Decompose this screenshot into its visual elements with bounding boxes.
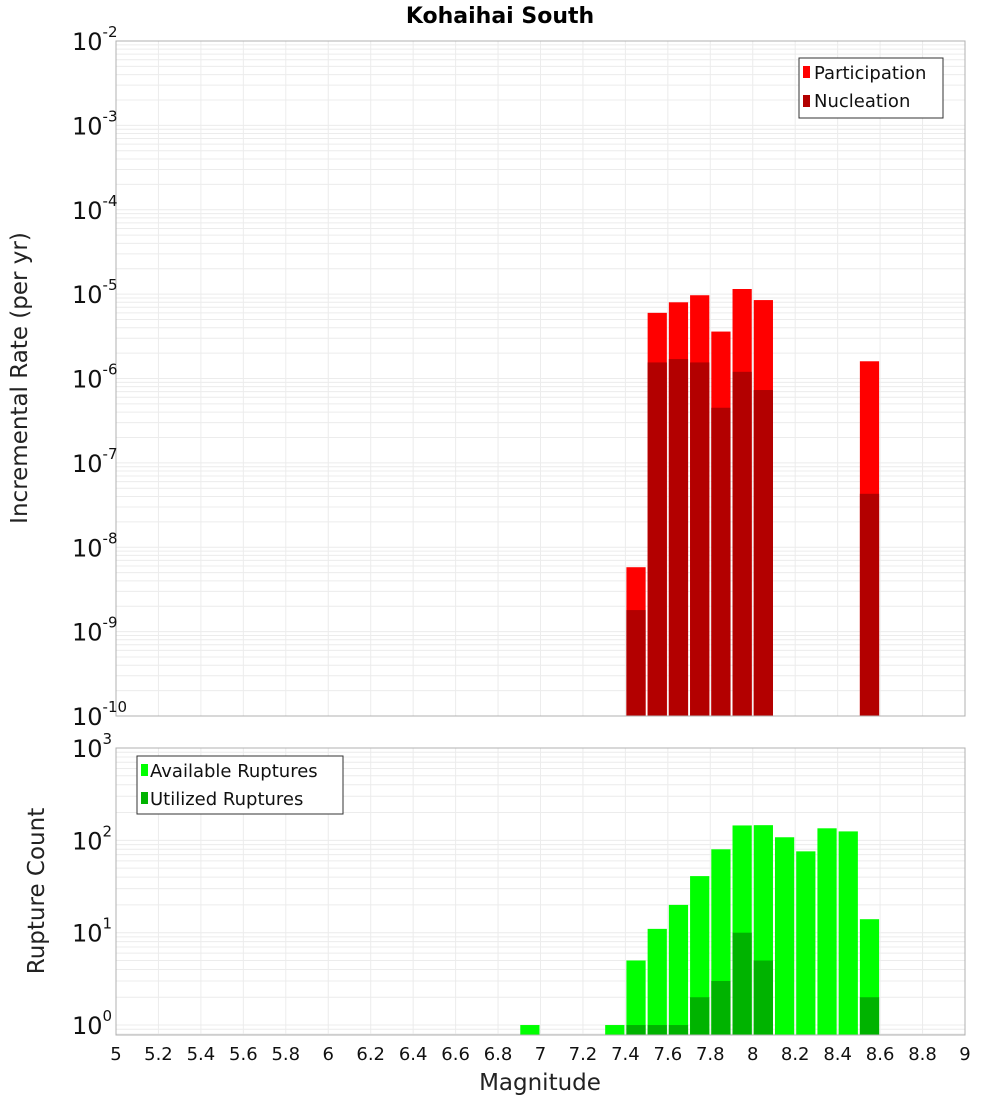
nucleation-bar [668, 359, 689, 716]
x-tick-label: 8.6 [866, 1044, 895, 1065]
x-tick-label: 5.6 [229, 1044, 258, 1065]
y-tick-label: 10-8 [72, 529, 118, 562]
y-tick-label: 10-6 [72, 361, 118, 394]
bottom-legend: Available Ruptures Utilized Ruptures [136, 755, 344, 815]
y-tick-label: 101 [72, 915, 112, 948]
x-tick-label: 6.6 [441, 1044, 470, 1065]
x-tick-label: 5 [110, 1044, 121, 1065]
bottom-y-ticks: 103 102 101 100 [72, 730, 112, 1040]
available-bar [817, 828, 837, 1035]
nucleation-bar [732, 371, 752, 716]
y-tick-label: 102 [72, 822, 112, 855]
y-tick-label: 10-4 [72, 192, 118, 225]
nucleation-bar [690, 362, 710, 716]
nucleation-bar [647, 362, 667, 716]
available-bar [626, 960, 646, 1035]
x-tick-label: 5.4 [187, 1044, 216, 1065]
bottom-panel: 103 102 101 100 Rupture Count Available Rup… [24, 730, 966, 1040]
x-tick-label: 5.2 [144, 1044, 173, 1065]
legend-swatch-participation [803, 66, 810, 78]
x-tick-label: 8.2 [781, 1044, 810, 1065]
utilized-bar [753, 960, 773, 1035]
x-tick-label: 7.4 [611, 1044, 640, 1065]
x-ticks: 5 5.2 5.4 5.6 5.8 6 6.2 6.4 6.6 6.8 7 7.2 7.4 7.6 7.8 8… [110, 1044, 970, 1065]
y-tick-label: 10-9 [72, 614, 118, 647]
utilized-bar [732, 932, 752, 1035]
x-tick-label: 6.8 [484, 1044, 513, 1065]
x-tick-label: 8.4 [823, 1044, 852, 1065]
available-bar [605, 1025, 625, 1035]
bottom-y-axis-label: Rupture Count [24, 808, 50, 974]
y-tick-label: 10-2 [72, 23, 118, 56]
nucleation-bar [626, 610, 646, 716]
available-bar [668, 904, 689, 1035]
x-tick-label: 6.2 [356, 1044, 385, 1065]
x-tick-label: 7.2 [569, 1044, 598, 1065]
utilized-bar [859, 997, 880, 1035]
x-tick-label: 6 [323, 1044, 334, 1065]
bottom-legend-box [136, 755, 344, 815]
utilized-bar [668, 1025, 689, 1035]
nucleation-bar [859, 493, 880, 716]
x-tick-label: 5.8 [271, 1044, 300, 1065]
utilized-bar [690, 997, 710, 1035]
chart-title: Kohaihai South [406, 4, 594, 29]
x-tick-label: 7.6 [654, 1044, 683, 1065]
top-y-ticks: 10-2 10-3 10-4 10-5 10-6 10-7 10-8 10-9 10-10 [72, 23, 127, 731]
available-bar [838, 831, 858, 1035]
available-bar [647, 928, 667, 1035]
y-tick-label: 10-3 [72, 107, 118, 140]
top-bars [626, 289, 880, 716]
y-tick-label: 100 [72, 1007, 112, 1040]
nucleation-bar [711, 407, 731, 716]
utilized-bar [711, 980, 731, 1035]
available-bar [690, 876, 710, 1035]
x-tick-label: 6.4 [399, 1044, 428, 1065]
legend-swatch-nucleation [803, 95, 810, 107]
legend-swatch-available [141, 764, 148, 776]
available-bar [520, 1025, 540, 1035]
y-tick-label: 10-10 [72, 698, 127, 731]
top-grid [116, 41, 966, 717]
top-y-axis-label: Incremental Rate (per yr) [7, 232, 33, 524]
x-axis-label: Magnitude [479, 1070, 601, 1096]
x-tick-label: 7 [535, 1044, 546, 1065]
top-legend: Participation Nucleation [798, 57, 944, 119]
x-tick-label: 8 [747, 1044, 758, 1065]
top-panel: 10-2 10-3 10-4 10-5 10-6 10-7 10-8 10-9 10-10 In… [7, 23, 966, 731]
y-tick-label: 103 [72, 730, 112, 763]
legend-label-nucleation: Nucleation [814, 91, 910, 112]
y-tick-label: 10-7 [72, 445, 118, 478]
utilized-bar [647, 1025, 667, 1035]
legend-label-participation: Participation [814, 63, 926, 84]
x-tick-label: 8.8 [908, 1044, 937, 1065]
legend-label-utilized: Utilized Ruptures [150, 789, 303, 810]
available-bar [774, 837, 795, 1035]
bottom-bars [520, 825, 880, 1035]
y-tick-label: 10-5 [72, 276, 118, 309]
top-legend-box [798, 57, 944, 119]
legend-label-available: Available Ruptures [150, 761, 318, 782]
x-tick-label: 7.8 [696, 1044, 725, 1065]
available-bar [796, 851, 816, 1035]
nucleation-bar [753, 390, 773, 716]
utilized-bar [626, 1025, 646, 1035]
x-tick-label: 9 [959, 1044, 970, 1065]
legend-swatch-utilized [141, 792, 148, 804]
bottom-frame [115, 747, 966, 1036]
top-frame [115, 40, 966, 717]
